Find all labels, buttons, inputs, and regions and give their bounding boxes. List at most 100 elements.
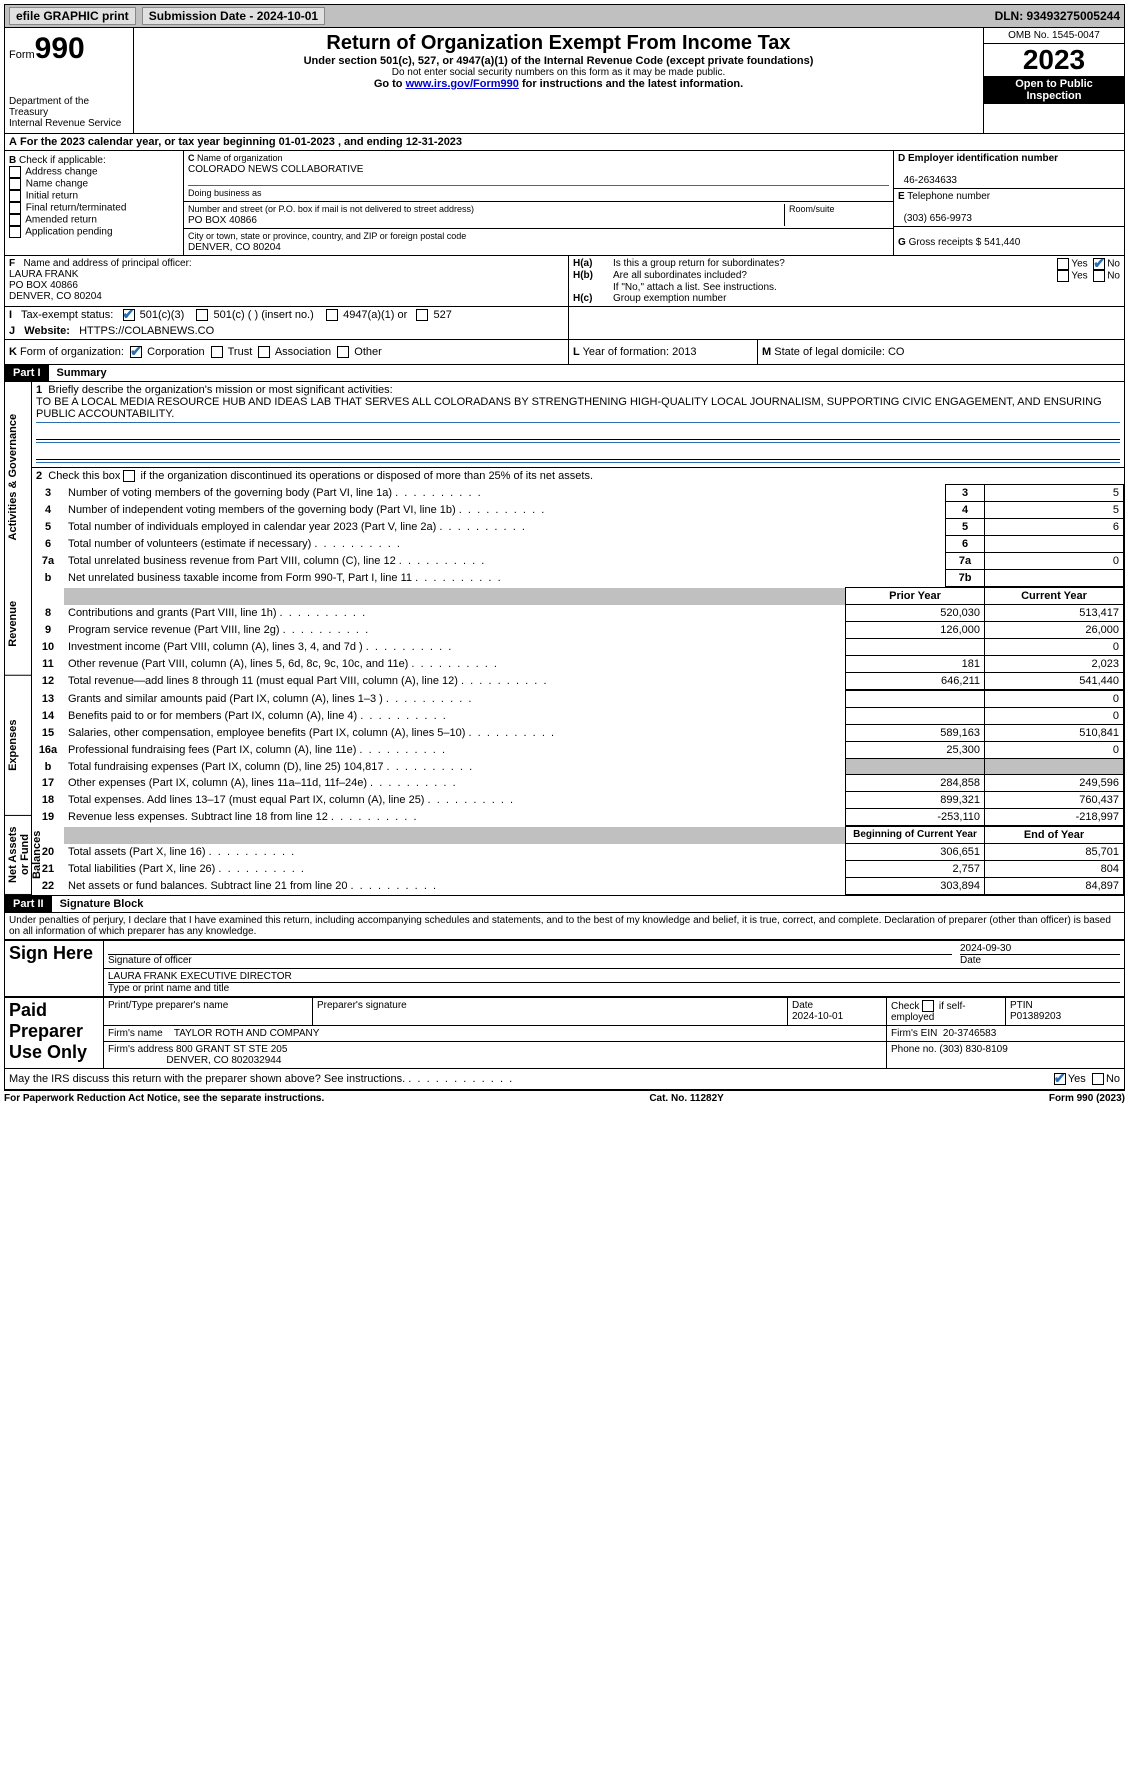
firm-name-label: Firm's name — [108, 1028, 163, 1039]
opt-527: 527 — [434, 309, 452, 321]
address-change-checkbox[interactable] — [9, 166, 21, 178]
discuss-no-checkbox[interactable] — [1092, 1073, 1104, 1085]
opt-final-return: Final return/terminated — [26, 203, 127, 214]
pp-sig-label: Preparer's signature — [317, 1000, 407, 1011]
ha-no-checkbox[interactable] — [1093, 258, 1105, 270]
501c3-checkbox[interactable] — [123, 309, 135, 321]
table-row: 15Salaries, other compensation, employee… — [32, 725, 1124, 742]
opt-address-change: Address change — [25, 167, 97, 178]
submission-date-button[interactable]: Submission Date - 2024-10-01 — [142, 7, 325, 25]
governance-table: 3Number of voting members of the governi… — [32, 484, 1124, 587]
application-pending-checkbox[interactable] — [9, 226, 21, 238]
omb-number: OMB No. 1545-0047 — [984, 28, 1124, 44]
table-row: 13Grants and similar amounts paid (Part … — [32, 691, 1124, 708]
table-row: bTotal fundraising expenses (Part IX, co… — [32, 759, 1124, 775]
corp-checkbox[interactable] — [130, 346, 142, 358]
col-current-year: Current Year — [985, 588, 1124, 605]
hb-text: Are all subordinates included? — [613, 270, 1010, 282]
part1-title: Summary — [49, 365, 115, 381]
box-j-letter: J — [9, 325, 15, 337]
initial-return-checkbox[interactable] — [9, 190, 21, 202]
ha-yes-checkbox[interactable] — [1057, 258, 1069, 270]
box-b-letter: B — [9, 155, 16, 166]
hb-no-checkbox[interactable] — [1093, 270, 1105, 282]
hb-yes-checkbox[interactable] — [1057, 270, 1069, 282]
section-netassets: Net Assets or Fund Balances — [5, 816, 31, 895]
irs-link[interactable]: www.irs.gov/Form990 — [406, 78, 519, 90]
table-row: 22Net assets or fund balances. Subtract … — [32, 878, 1124, 895]
footer-right: Form 990 (2023) — [1049, 1093, 1125, 1104]
box-ha-letter: H(a) — [573, 258, 592, 269]
efile-print-button[interactable]: efile GRAPHIC print — [9, 7, 136, 25]
self-employed-checkbox[interactable] — [922, 1000, 934, 1012]
box-b-title: Check if applicable: — [19, 155, 106, 166]
table-row: 4Number of independent voting members of… — [32, 502, 1124, 519]
discuss-yes-checkbox[interactable] — [1054, 1073, 1066, 1085]
officer-name-title: LAURA FRANK EXECUTIVE DIRECTOR — [108, 971, 1120, 983]
line-a-text: For the 2023 calendar year, or tax year … — [20, 136, 462, 148]
phone-label: Telephone number — [907, 191, 990, 202]
ptin-value: P01389203 — [1010, 1011, 1061, 1022]
pp-date: 2024-10-01 — [792, 1011, 843, 1022]
revenue-table: Prior Year Current Year 8Contributions a… — [32, 587, 1124, 690]
footer-mid: Cat. No. 11282Y — [649, 1093, 723, 1104]
open-inspection: Open to Public Inspection — [984, 76, 1124, 104]
footer-left: For Paperwork Reduction Act Notice, see … — [4, 1093, 324, 1104]
ha-text: Is this a group return for subordinates? — [613, 258, 1010, 270]
box-m-letter: M — [762, 346, 771, 358]
org-name-label: Name of organization — [197, 153, 283, 163]
part1-body: Activities & Governance Revenue Expenses… — [4, 382, 1125, 896]
officer-label: Name and address of principal officer: — [23, 258, 191, 269]
box-l-letter: L — [573, 346, 580, 358]
table-row: 11Other revenue (Part VIII, column (A), … — [32, 656, 1124, 673]
501c-checkbox[interactable] — [196, 309, 208, 321]
ssn-warning: Do not enter social security numbers on … — [138, 67, 979, 78]
table-row: 19Revenue less expenses. Subtract line 1… — [32, 809, 1124, 826]
section-revenue: Revenue — [5, 572, 31, 676]
addr-value: PO BOX 40866 — [188, 215, 257, 226]
table-row: 5Total number of individuals employed in… — [32, 519, 1124, 536]
city-value: DENVER, CO 80204 — [188, 242, 281, 253]
city-label: City or town, state or province, country… — [188, 231, 466, 241]
goto-prefix: Go to — [374, 78, 406, 90]
netassets-table: Beginning of Current Year End of Year 20… — [32, 826, 1124, 895]
opt-initial-return: Initial return — [26, 191, 78, 202]
signature-table: Sign Here Signature of officer 2024-09-3… — [4, 940, 1125, 997]
section-expenses: Expenses — [5, 675, 31, 816]
q2-checkbox[interactable] — [123, 470, 135, 482]
table-row: 6Total number of volunteers (estimate if… — [32, 536, 1124, 553]
part2-header: Part II — [5, 896, 52, 912]
firm-phone-label: Phone no. — [891, 1044, 937, 1055]
form-number: 990 — [35, 32, 85, 65]
dln-label: DLN: 93493275005244 — [995, 9, 1120, 23]
opt-assoc: Association — [275, 346, 331, 358]
efile-topbar: efile GRAPHIC print Submission Date - 20… — [4, 4, 1125, 28]
table-row: 9Program service revenue (Part VIII, lin… — [32, 622, 1124, 639]
officer-addr1: PO BOX 40866 — [9, 280, 78, 291]
amended-return-checkbox[interactable] — [9, 214, 21, 226]
year-formation-value: 2013 — [672, 346, 696, 358]
trust-checkbox[interactable] — [211, 346, 223, 358]
4947-checkbox[interactable] — [326, 309, 338, 321]
527-checkbox[interactable] — [416, 309, 428, 321]
opt-application-pending: Application pending — [25, 227, 112, 238]
firm-name: TAYLOR ROTH AND COMPANY — [174, 1028, 320, 1039]
domicile-label: State of legal domicile: — [774, 346, 885, 358]
page-footer: For Paperwork Reduction Act Notice, see … — [4, 1090, 1125, 1104]
goto-suffix: for instructions and the latest informat… — [519, 78, 743, 90]
addr-label: Number and street (or P.O. box if mail i… — [188, 204, 474, 214]
website-value: HTTPS://COLABNEWS.CO — [79, 325, 214, 337]
paid-preparer-label: Paid Preparer Use Only — [5, 998, 104, 1069]
name-change-checkbox[interactable] — [9, 178, 21, 190]
final-return-checkbox[interactable] — [9, 202, 21, 214]
other-checkbox[interactable] — [337, 346, 349, 358]
section-governance: Activities & Governance — [5, 382, 31, 571]
part2-title: Signature Block — [52, 896, 152, 912]
form-header: Form990 Department of the Treasury Inter… — [4, 28, 1125, 134]
assoc-checkbox[interactable] — [258, 346, 270, 358]
firm-addr1: 800 GRANT ST STE 205 — [176, 1044, 287, 1055]
opt-amended-return: Amended return — [25, 215, 97, 226]
irs-label: Internal Revenue Service — [9, 118, 129, 129]
website-label: Website: — [24, 325, 70, 337]
hb-note: If "No," attach a list. See instructions… — [573, 282, 1120, 293]
